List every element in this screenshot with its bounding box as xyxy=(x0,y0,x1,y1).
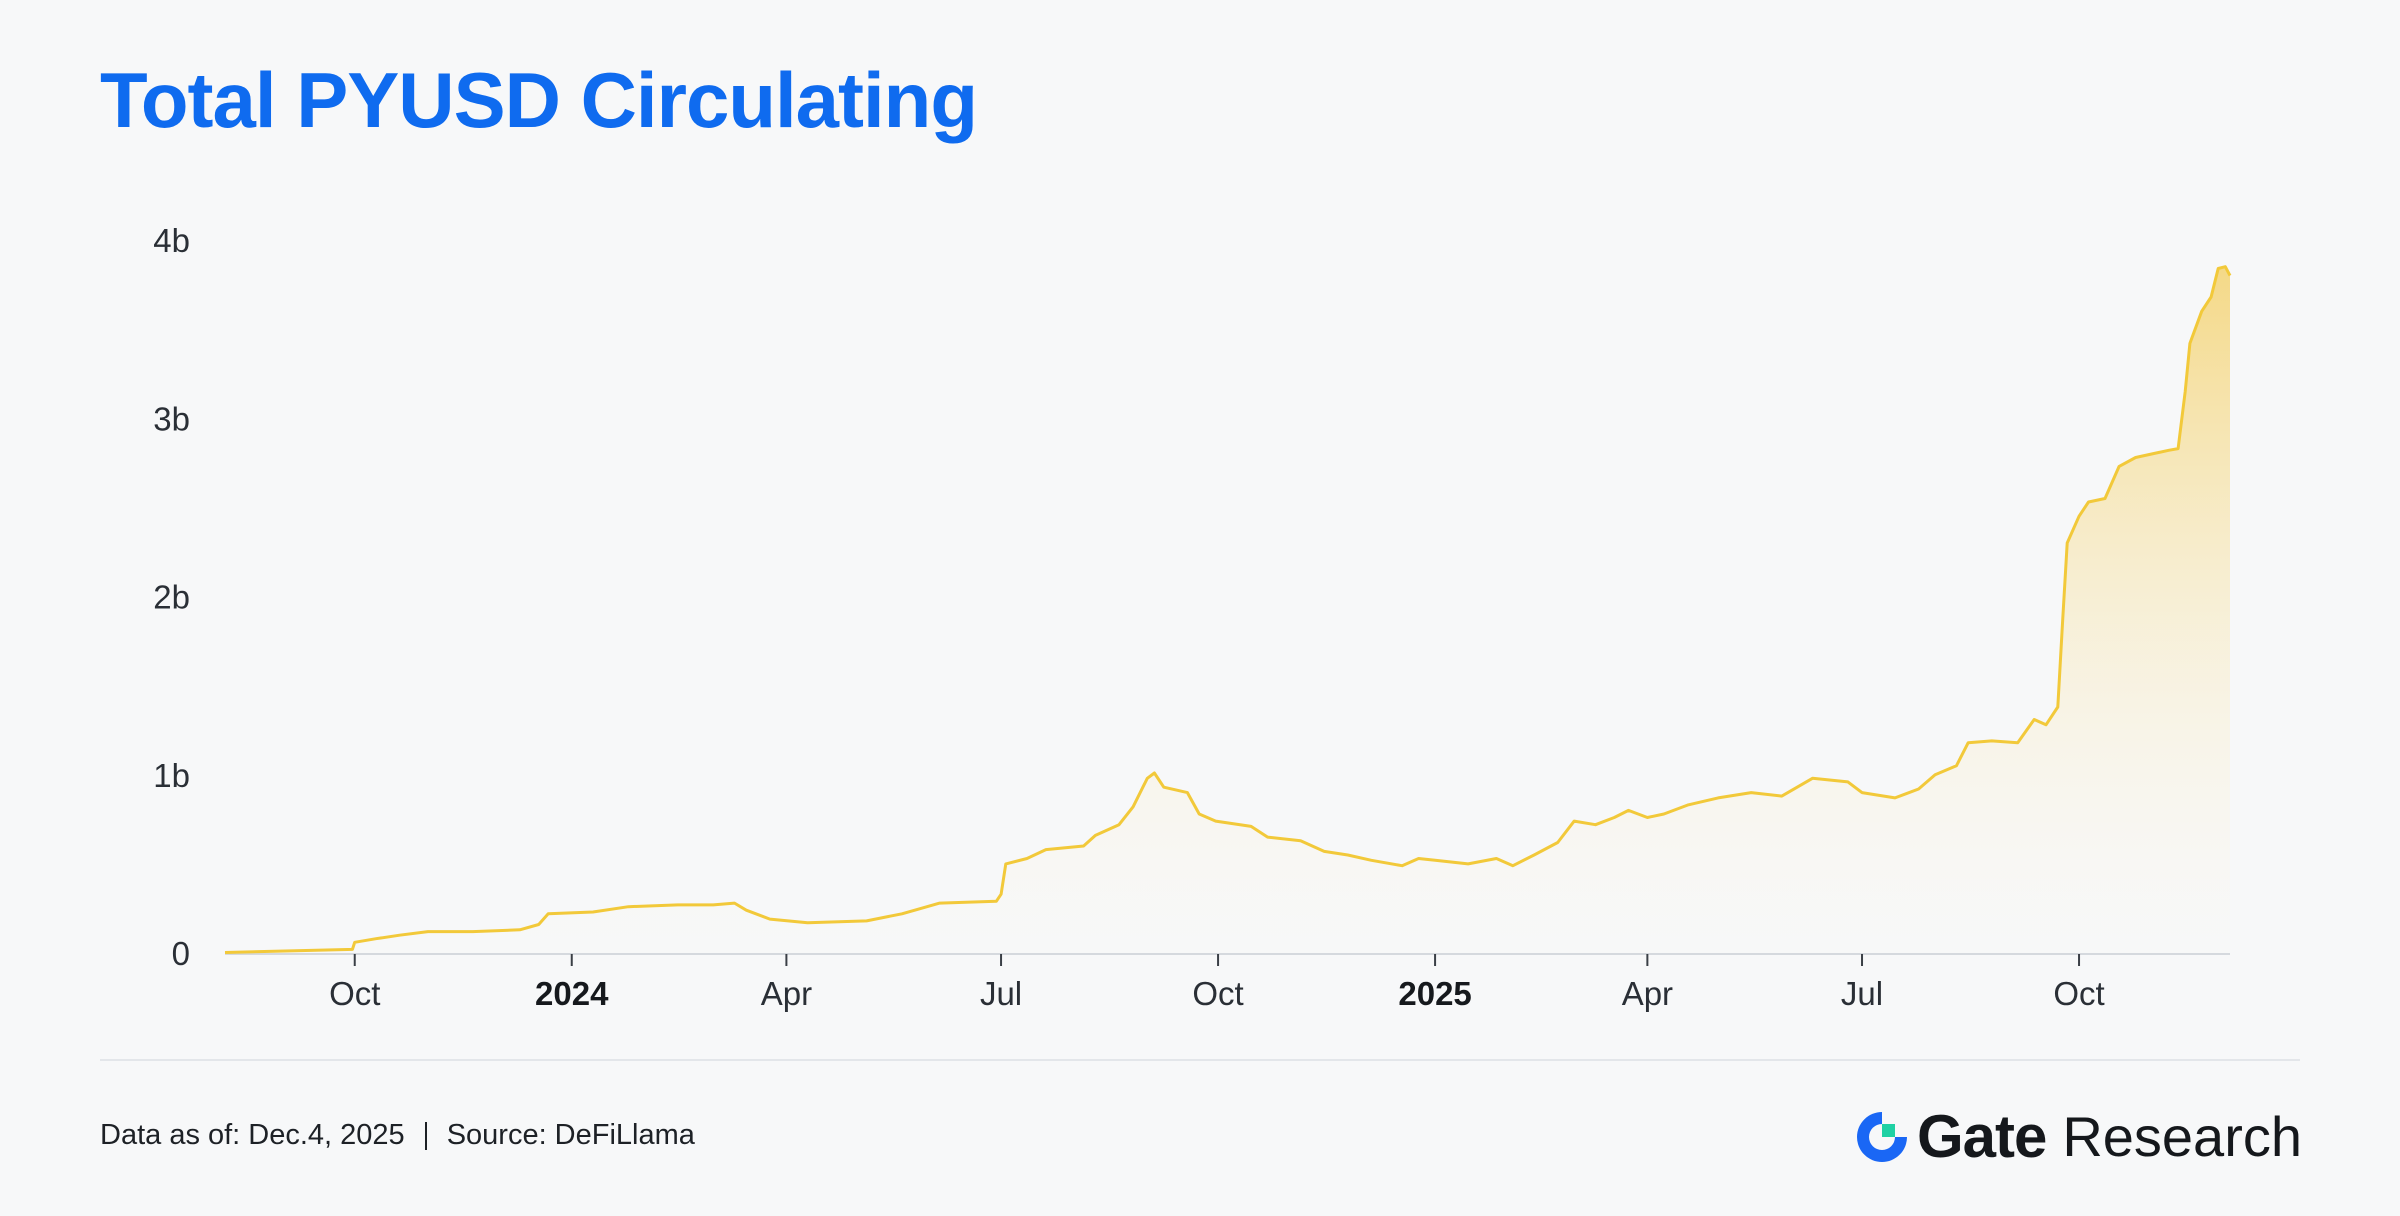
brand-logo: Gate Research xyxy=(1853,1102,2302,1171)
y-tick-label: 2b xyxy=(153,579,190,616)
x-tick-label: Oct xyxy=(329,975,380,1012)
x-tick-label: Jul xyxy=(980,975,1022,1012)
brand-name: Gate xyxy=(1916,1103,2047,1170)
data-as-of-text: Data as of: Dec.4, 2025 xyxy=(100,1119,405,1151)
source-text: Source: DeFiLlama xyxy=(446,1119,695,1151)
y-tick-label: 4b xyxy=(153,222,190,259)
footer-divider xyxy=(100,1059,2300,1061)
x-axis: Oct 2024 Apr Jul Oct 2025 Apr Jul Oct xyxy=(225,953,2230,1012)
series-area xyxy=(225,266,2230,953)
series-line xyxy=(224,265,2232,954)
brand-suffix: Research xyxy=(2062,1105,2302,1168)
y-axis: 0 1b 2b 3b 4b xyxy=(153,222,190,972)
x-tick-label: 2025 xyxy=(1398,975,1471,1012)
x-tick-label: Apr xyxy=(1622,975,1673,1012)
chart-title: Total PYUSD Circulating xyxy=(100,56,978,144)
footer-separator xyxy=(424,1121,427,1150)
footer-note: Data as of: Dec.4, 2025 Source: DeFiLlam… xyxy=(100,1119,695,1152)
y-tick-label: 3b xyxy=(153,400,190,437)
gate-logo-icon xyxy=(1856,1111,1907,1162)
x-tick-label: Oct xyxy=(2053,975,2104,1012)
y-tick-label: 0 xyxy=(172,935,190,972)
x-tick-label: Apr xyxy=(761,975,812,1012)
series-layer xyxy=(224,265,2232,954)
y-tick-label: 1b xyxy=(153,757,190,794)
x-tick-label: Oct xyxy=(1192,975,1243,1012)
x-tick-label: 2024 xyxy=(535,975,609,1012)
x-tick-label: Jul xyxy=(1841,975,1883,1012)
